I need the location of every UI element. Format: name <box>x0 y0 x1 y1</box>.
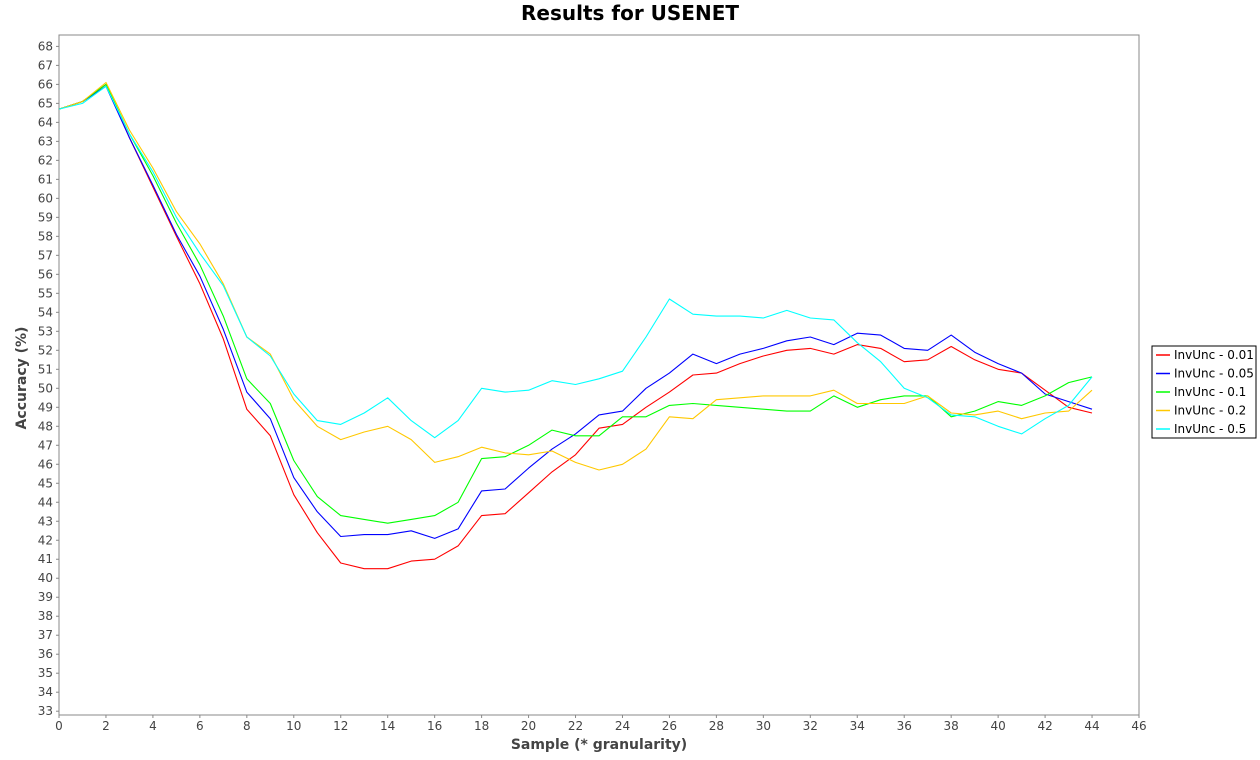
x-tick-label: 30 <box>756 719 771 733</box>
x-tick-label: 32 <box>803 719 818 733</box>
y-axis: 33 34 35 36 37 38 39 40 41 42 43 44 45 46 47 48 49 50 51 52… <box>38 39 59 718</box>
y-tick-label: 50 <box>38 381 53 395</box>
x-tick-label: 20 <box>521 719 536 733</box>
y-tick-label: 44 <box>38 495 53 509</box>
chart-title: Results for USENET <box>521 1 739 25</box>
legend-item-label: InvUnc - 0.05 <box>1174 367 1254 381</box>
legend: InvUnc - 0.01 InvUnc - 0.05 InvUnc - 0.1 In… <box>1151 345 1257 439</box>
y-tick-label: 41 <box>38 552 53 566</box>
series-line <box>58 83 1093 570</box>
y-tick-label: 47 <box>38 438 53 452</box>
series-line <box>58 85 1093 539</box>
y-tick-label: 68 <box>38 39 53 53</box>
x-tick-label: 28 <box>709 719 724 733</box>
x-tick-label: 26 <box>662 719 677 733</box>
y-tick-label: 49 <box>38 400 53 414</box>
legend-item-label: InvUnc - 0.2 <box>1174 404 1246 418</box>
x-tick-label: 44 <box>1084 719 1099 733</box>
y-tick-label: 42 <box>38 533 53 547</box>
x-tick-label: 0 <box>55 719 63 733</box>
x-tick-label: 8 <box>243 719 251 733</box>
plot-area <box>58 34 1140 716</box>
y-tick-label: 33 <box>38 704 53 718</box>
x-tick-label: 12 <box>333 719 348 733</box>
y-tick-label: 64 <box>38 115 53 129</box>
y-tick-label: 63 <box>38 134 53 148</box>
y-tick-label: 60 <box>38 191 53 205</box>
y-tick-label: 45 <box>38 476 53 490</box>
series-line <box>58 83 1093 524</box>
legend-item-label: InvUnc - 0.1 <box>1174 385 1246 399</box>
x-tick-label: 4 <box>149 719 157 733</box>
y-tick-label: 57 <box>38 248 53 262</box>
y-tick-label: 36 <box>38 647 53 661</box>
y-tick-label: 46 <box>38 457 53 471</box>
x-axis-label: Sample (* granularity) <box>511 737 687 753</box>
y-tick-label: 48 <box>38 419 53 433</box>
y-tick-label: 54 <box>38 305 53 319</box>
y-tick-label: 35 <box>38 666 53 680</box>
y-tick-label: 39 <box>38 590 53 604</box>
y-tick-label: 58 <box>38 229 53 243</box>
x-tick-label: 42 <box>1037 719 1052 733</box>
x-tick-label: 14 <box>380 719 395 733</box>
series-line <box>58 85 1093 439</box>
y-tick-label: 67 <box>38 58 53 72</box>
y-tick-label: 65 <box>38 96 53 110</box>
x-tick-label: 2 <box>102 719 110 733</box>
y-tick-label: 66 <box>38 77 53 91</box>
x-tick-label: 18 <box>474 719 489 733</box>
y-tick-label: 40 <box>38 571 53 585</box>
x-tick-label: 10 <box>286 719 301 733</box>
y-tick-label: 61 <box>38 172 53 186</box>
x-tick-label: 36 <box>897 719 912 733</box>
series-lines <box>58 81 1093 570</box>
legend-item-label: InvUnc - 0.01 <box>1174 348 1254 362</box>
y-tick-label: 62 <box>38 153 53 167</box>
y-tick-label: 43 <box>38 514 53 528</box>
y-tick-label: 56 <box>38 267 53 281</box>
legend-item-label: InvUnc - 0.5 <box>1174 422 1246 436</box>
x-tick-label: 6 <box>196 719 204 733</box>
x-tick-label: 24 <box>615 719 630 733</box>
y-tick-label: 59 <box>38 210 53 224</box>
y-tick-label: 37 <box>38 628 53 642</box>
x-tick-label: 38 <box>944 719 959 733</box>
x-tick-label: 46 <box>1131 719 1146 733</box>
y-tick-label: 34 <box>38 685 53 699</box>
x-tick-label: 16 <box>427 719 442 733</box>
y-axis-label: Accuracy (%) <box>14 327 30 430</box>
x-tick-label: 22 <box>568 719 583 733</box>
y-tick-label: 51 <box>38 362 53 376</box>
x-tick-label: 40 <box>990 719 1005 733</box>
y-tick-label: 55 <box>38 286 53 300</box>
y-tick-label: 52 <box>38 343 53 357</box>
y-tick-label: 53 <box>38 324 53 338</box>
x-tick-label: 34 <box>850 719 865 733</box>
x-axis: 0 2 4 6 8 10 12 14 16 18 20 22 24 26 28 30 32 34 36 38 40 42 4… <box>55 715 1147 733</box>
y-tick-label: 38 <box>38 609 53 623</box>
